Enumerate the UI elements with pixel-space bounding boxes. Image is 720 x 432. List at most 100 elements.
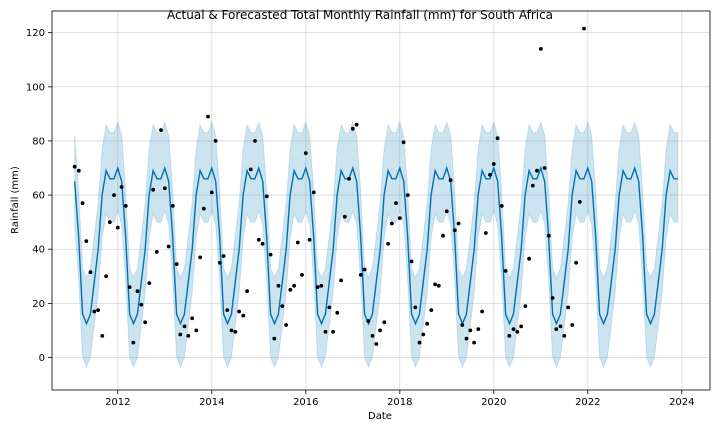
actual-point bbox=[405, 193, 410, 198]
plot-frame bbox=[51, 10, 711, 391]
actual-point bbox=[464, 336, 469, 341]
actual-point bbox=[268, 252, 273, 257]
actual-point bbox=[511, 327, 516, 331]
actual-point bbox=[233, 329, 238, 334]
actual-point bbox=[382, 320, 387, 325]
actual-point bbox=[229, 328, 234, 333]
actual-point bbox=[248, 167, 253, 172]
actual-point bbox=[84, 239, 89, 244]
x-tick-label: 2014 bbox=[199, 397, 224, 408]
actual-point bbox=[119, 185, 124, 189]
actual-point bbox=[538, 47, 543, 51]
actual-point bbox=[319, 283, 324, 288]
actual-point bbox=[342, 214, 347, 219]
actual-point bbox=[444, 209, 449, 214]
grid-lines bbox=[52, 11, 710, 390]
actual-point bbox=[417, 340, 422, 345]
actual-point bbox=[288, 287, 293, 292]
y-tick-label: 20 bbox=[32, 299, 45, 310]
actual-point bbox=[425, 321, 429, 326]
actual-point bbox=[174, 262, 179, 266]
x-tick-label: 2012 bbox=[105, 397, 130, 408]
actual-point bbox=[456, 221, 461, 226]
actual-point bbox=[429, 308, 434, 312]
actual-point bbox=[503, 269, 508, 273]
axis-ticks: 2012 2014 2016 2018 2020 2022 2024 0 20 40 60 80 100… bbox=[26, 28, 695, 408]
actual-point bbox=[300, 273, 304, 277]
actual-point bbox=[582, 26, 586, 31]
actual-point bbox=[366, 319, 371, 323]
actual-point bbox=[448, 178, 453, 183]
actual-point bbox=[468, 328, 473, 333]
actual-point bbox=[272, 336, 277, 341]
actual-point bbox=[80, 201, 85, 206]
actual-point bbox=[284, 323, 288, 327]
x-tick-label: 2020 bbox=[481, 397, 506, 408]
actual-point bbox=[523, 304, 528, 308]
actual-point bbox=[292, 283, 296, 288]
x-tick-label: 2016 bbox=[293, 397, 318, 408]
actual-point bbox=[209, 190, 214, 195]
actual-point bbox=[303, 151, 308, 156]
actual-point bbox=[331, 329, 335, 334]
actual-point bbox=[276, 283, 281, 288]
actual-point bbox=[206, 114, 210, 119]
actual-point bbox=[327, 305, 332, 310]
actual-point bbox=[507, 334, 512, 338]
actual-point bbox=[253, 139, 257, 143]
actual-point bbox=[123, 204, 128, 208]
actual-point bbox=[554, 327, 559, 331]
actual-point bbox=[107, 220, 112, 225]
actual-point bbox=[394, 201, 398, 206]
actual-point bbox=[159, 128, 163, 133]
y-tick-label: 40 bbox=[32, 245, 45, 256]
actual-point bbox=[374, 342, 379, 346]
actual-point bbox=[92, 309, 97, 314]
actual-point bbox=[260, 241, 265, 246]
actual-point bbox=[550, 296, 555, 300]
actual-point bbox=[147, 281, 152, 285]
actual-point bbox=[225, 308, 230, 312]
chart-title: Actual & Forecasted Total Monthly Rainfa… bbox=[167, 8, 553, 22]
actual-point bbox=[217, 260, 222, 265]
actual-point bbox=[350, 126, 355, 131]
actual-point bbox=[401, 140, 406, 145]
actual-point bbox=[166, 244, 171, 249]
y-tick-label: 0 bbox=[39, 353, 45, 364]
y-tick-label: 100 bbox=[26, 82, 45, 93]
actual-point bbox=[307, 237, 312, 242]
actual-point bbox=[535, 168, 539, 173]
actual-point bbox=[558, 324, 563, 329]
actual-point bbox=[143, 320, 148, 325]
actual-point bbox=[527, 256, 531, 261]
actual-point bbox=[386, 241, 390, 246]
actual-point bbox=[413, 305, 418, 310]
actual-point bbox=[100, 334, 105, 338]
actual-point bbox=[362, 267, 367, 272]
actual-point bbox=[421, 332, 426, 337]
actual-point bbox=[476, 327, 481, 331]
forecast-line-layer bbox=[74, 165, 678, 326]
actual-point bbox=[488, 172, 492, 177]
actual-point bbox=[112, 193, 116, 198]
actual-point bbox=[198, 255, 203, 260]
actual-point bbox=[499, 204, 504, 208]
actual-point bbox=[452, 228, 457, 233]
x-axis-label: Date bbox=[368, 411, 392, 422]
actual-point bbox=[433, 282, 437, 287]
actual-point bbox=[441, 233, 445, 238]
actual-point bbox=[519, 324, 523, 329]
actual-point bbox=[154, 250, 159, 254]
actual-point bbox=[151, 187, 156, 192]
actual-point bbox=[436, 283, 441, 288]
actual-point bbox=[530, 183, 535, 188]
forecast-line bbox=[74, 165, 678, 326]
actual-point bbox=[264, 194, 269, 199]
actual-point bbox=[472, 340, 476, 345]
x-tick-label: 2018 bbox=[387, 397, 412, 408]
actual-point bbox=[88, 270, 93, 275]
actual-point bbox=[483, 231, 488, 235]
actual-point bbox=[186, 334, 191, 338]
y-tick-label: 60 bbox=[32, 191, 45, 202]
